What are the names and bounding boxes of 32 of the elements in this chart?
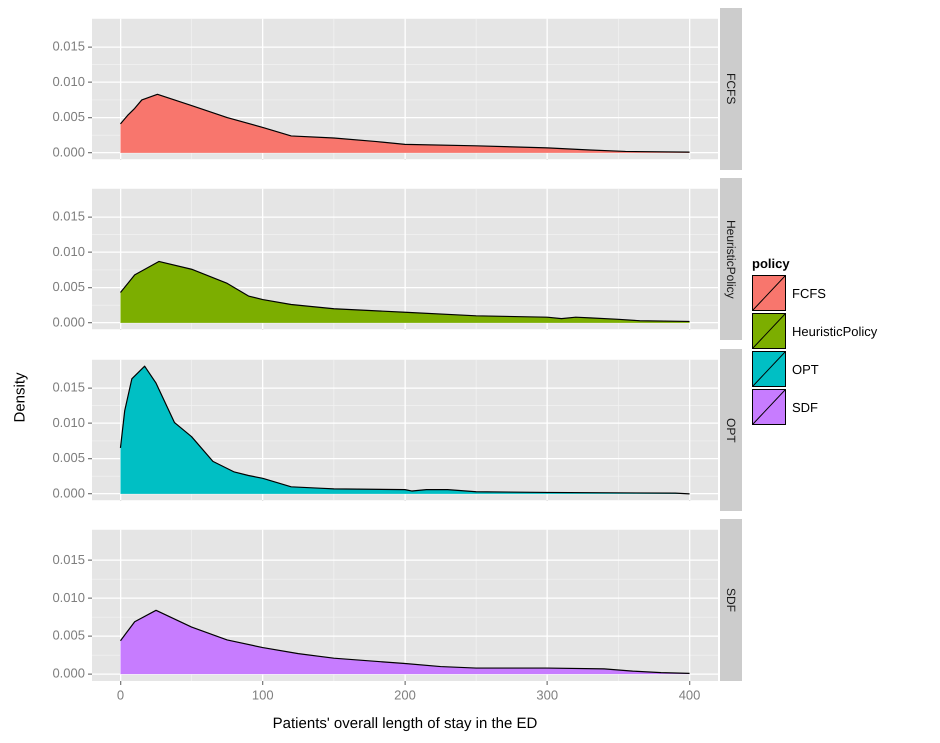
y-tick-label: 0.010 (52, 244, 85, 259)
y-tick-label: 0.015 (52, 38, 85, 54)
text: SDF (792, 400, 818, 414)
y-axis-title: Density (12, 371, 28, 425)
y-tick-label: 0.000 (52, 144, 85, 160)
y-tick-label: 0.000 (52, 314, 85, 330)
y-tick-label: 0.015 (52, 208, 85, 224)
x-axis-title: Patients' overall length of stay in the ED (272, 715, 538, 732)
text: HeuristicPolicy (792, 324, 878, 338)
text: FCFS (792, 286, 826, 300)
y-tick-label: 0.005 (52, 279, 85, 294)
legend-title: policy (752, 256, 791, 271)
x-tick-label: 0 (116, 687, 124, 702)
y-tick-label: 0.005 (52, 109, 85, 124)
y-tick-label: 0.015 (52, 552, 85, 567)
y-tick-label: 0.010 (52, 414, 85, 430)
x-tick-label: 200 (394, 687, 416, 702)
text: OPT (724, 418, 738, 442)
y-tick-label: 0.000 (52, 666, 85, 681)
text: HeuristicPolicy (724, 220, 738, 298)
text: SDF (724, 588, 738, 612)
y-tick-label: 0.015 (52, 380, 85, 395)
text: OPT (792, 362, 819, 376)
y-tick-label: 0.010 (52, 590, 85, 605)
y-tick-label: 0.010 (52, 74, 85, 89)
x-tick-label: 300 (536, 687, 558, 702)
y-tick-label: 0.005 (52, 450, 85, 466)
x-tick-label: 100 (252, 687, 274, 702)
x-tick-label: 400 (678, 687, 700, 702)
y-tick-label: 0.000 (52, 485, 85, 500)
text: FCFS (724, 73, 738, 105)
y-tick-label: 0.005 (52, 628, 85, 643)
